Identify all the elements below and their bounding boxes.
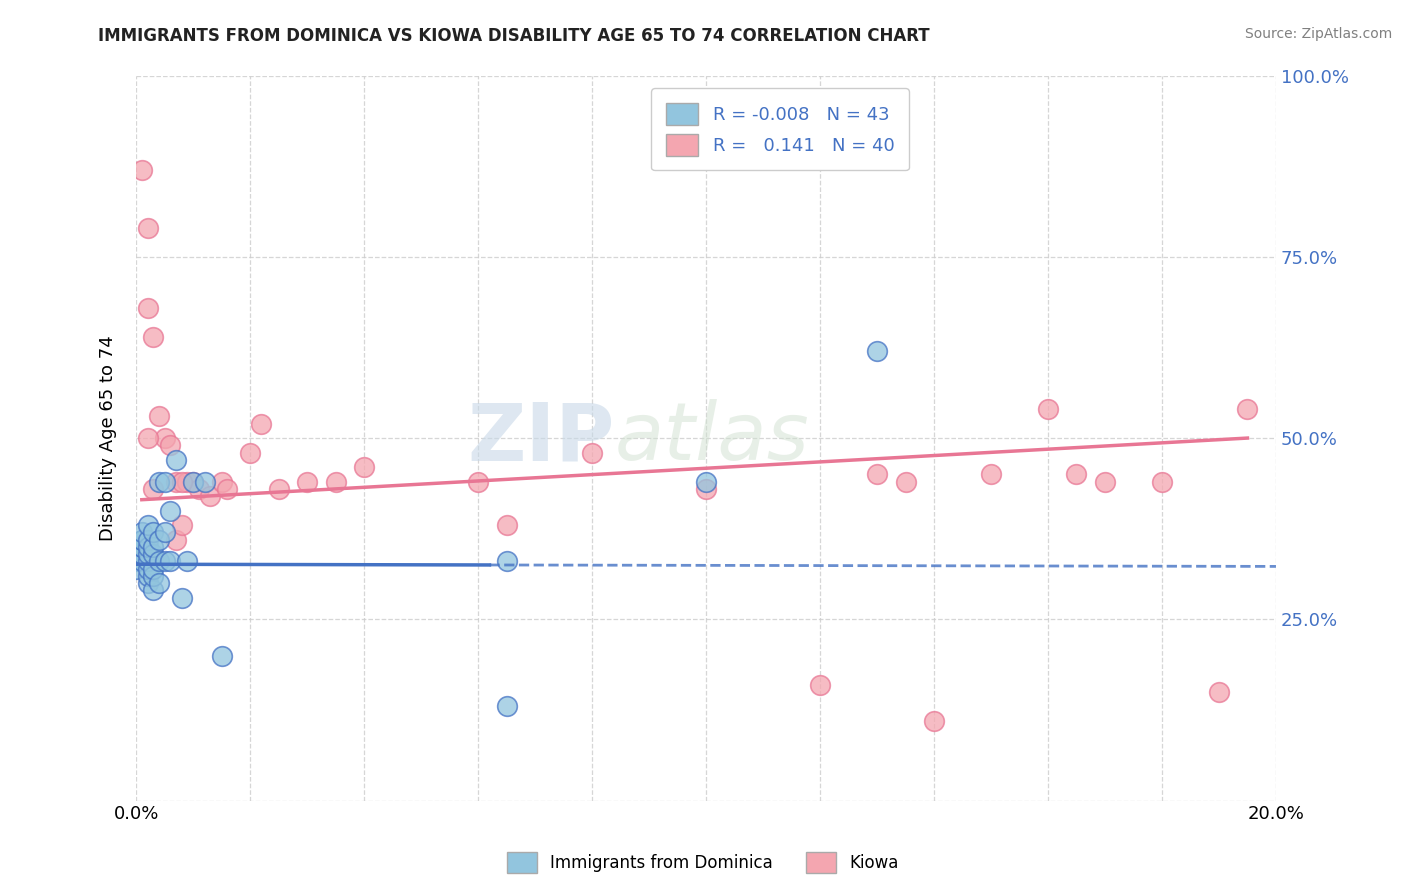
- Point: [153, 554, 176, 568]
- Point: [170, 591, 193, 605]
- Point: [136, 431, 159, 445]
- Point: [148, 409, 170, 424]
- Point: [170, 518, 193, 533]
- Point: [193, 475, 215, 489]
- Point: [1066, 467, 1088, 482]
- Point: [217, 482, 239, 496]
- Point: [142, 561, 165, 575]
- Point: [125, 554, 148, 568]
- Point: [353, 460, 375, 475]
- Point: [980, 467, 1002, 482]
- Point: [866, 344, 889, 359]
- Point: [894, 475, 917, 489]
- Point: [148, 533, 170, 547]
- Point: [136, 540, 159, 554]
- Point: [165, 452, 187, 467]
- Point: [1094, 475, 1116, 489]
- Point: [176, 475, 198, 489]
- Point: [250, 417, 273, 431]
- Point: [142, 547, 165, 561]
- Point: [131, 540, 153, 554]
- Point: [148, 576, 170, 591]
- Point: [148, 554, 170, 568]
- Point: [922, 714, 945, 728]
- Point: [131, 547, 153, 561]
- Point: [1036, 402, 1059, 417]
- Point: [695, 475, 717, 489]
- Point: [295, 475, 318, 489]
- Point: [153, 431, 176, 445]
- Point: [159, 438, 181, 452]
- Point: [136, 518, 159, 533]
- Point: [125, 561, 148, 575]
- Point: [136, 561, 159, 575]
- Point: [136, 554, 159, 568]
- Y-axis label: Disability Age 65 to 74: Disability Age 65 to 74: [100, 335, 117, 541]
- Point: [136, 301, 159, 315]
- Text: ZIP: ZIP: [468, 399, 614, 477]
- Point: [142, 569, 165, 583]
- Text: Source: ZipAtlas.com: Source: ZipAtlas.com: [1244, 27, 1392, 41]
- Point: [136, 569, 159, 583]
- Point: [165, 475, 187, 489]
- Point: [159, 554, 181, 568]
- Point: [131, 162, 153, 177]
- Point: [187, 482, 209, 496]
- Point: [165, 533, 187, 547]
- Point: [142, 525, 165, 540]
- Point: [136, 576, 159, 591]
- Point: [131, 533, 153, 547]
- Point: [131, 533, 153, 547]
- Point: [495, 554, 517, 568]
- Point: [181, 475, 204, 489]
- Point: [581, 445, 603, 459]
- Point: [1236, 402, 1258, 417]
- Point: [136, 533, 159, 547]
- Point: [142, 482, 165, 496]
- Point: [153, 525, 176, 540]
- Point: [131, 554, 153, 568]
- Point: [170, 475, 193, 489]
- Point: [495, 518, 517, 533]
- Point: [181, 475, 204, 489]
- Point: [239, 445, 262, 459]
- Point: [808, 677, 831, 691]
- Point: [211, 475, 233, 489]
- Point: [211, 648, 233, 663]
- Point: [131, 525, 153, 540]
- Point: [1208, 685, 1230, 699]
- Point: [142, 329, 165, 343]
- Legend: Immigrants from Dominica, Kiowa: Immigrants from Dominica, Kiowa: [501, 846, 905, 880]
- Point: [325, 475, 347, 489]
- Point: [866, 467, 889, 482]
- Point: [467, 475, 489, 489]
- Point: [153, 475, 176, 489]
- Point: [142, 540, 165, 554]
- Point: [1150, 475, 1173, 489]
- Point: [148, 475, 170, 489]
- Point: [131, 540, 153, 554]
- Point: [176, 554, 198, 568]
- Point: [136, 547, 159, 561]
- Point: [136, 220, 159, 235]
- Point: [159, 503, 181, 517]
- Legend: R = -0.008   N = 43, R =   0.141   N = 40: R = -0.008 N = 43, R = 0.141 N = 40: [651, 88, 908, 170]
- Point: [142, 583, 165, 598]
- Point: [695, 482, 717, 496]
- Point: [267, 482, 290, 496]
- Text: IMMIGRANTS FROM DOMINICA VS KIOWA DISABILITY AGE 65 TO 74 CORRELATION CHART: IMMIGRANTS FROM DOMINICA VS KIOWA DISABI…: [98, 27, 929, 45]
- Point: [495, 699, 517, 714]
- Point: [131, 547, 153, 561]
- Point: [200, 489, 222, 503]
- Text: atlas: atlas: [614, 399, 810, 477]
